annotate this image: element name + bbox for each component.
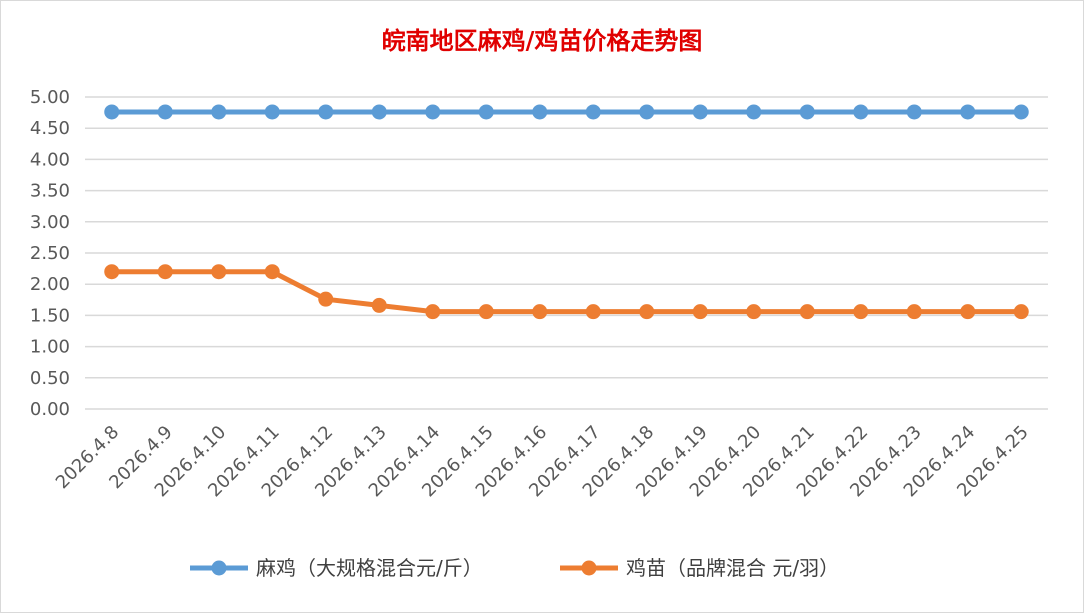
data-point xyxy=(425,304,441,320)
data-point xyxy=(1013,304,1029,320)
data-point xyxy=(211,264,227,280)
data-point xyxy=(104,264,120,280)
legend-marker xyxy=(211,560,227,576)
data-point xyxy=(960,304,976,320)
y-tick-label: 3.00 xyxy=(30,212,70,233)
legend-marker xyxy=(581,560,597,576)
legend-label: 麻鸡（大规格混合元/斤） xyxy=(256,556,483,580)
chart-title: 皖南地区麻鸡/鸡苗价格走势图 xyxy=(382,26,703,55)
data-point xyxy=(746,304,762,320)
data-point xyxy=(799,104,815,120)
y-tick-label: 0.00 xyxy=(30,399,70,420)
data-point xyxy=(157,264,173,280)
y-tick-label: 4.50 xyxy=(30,118,70,139)
data-point xyxy=(746,104,762,120)
data-point xyxy=(478,104,494,120)
data-point xyxy=(371,297,387,313)
y-tick-label: 1.50 xyxy=(30,305,70,326)
data-point xyxy=(960,104,976,120)
data-point xyxy=(532,304,548,320)
data-point xyxy=(853,104,869,120)
data-point xyxy=(157,104,173,120)
data-point xyxy=(211,104,227,120)
y-tick-label: 1.00 xyxy=(30,337,70,358)
data-point xyxy=(639,304,655,320)
y-tick-label: 0.50 xyxy=(30,368,70,389)
data-point xyxy=(371,104,387,120)
data-point xyxy=(264,264,280,280)
data-point xyxy=(799,304,815,320)
data-point xyxy=(906,104,922,120)
data-point xyxy=(478,304,494,320)
data-point xyxy=(692,304,708,320)
y-tick-label: 3.50 xyxy=(30,181,70,202)
data-point xyxy=(585,104,601,120)
data-point xyxy=(318,291,334,307)
data-point xyxy=(425,104,441,120)
data-point xyxy=(1013,104,1029,120)
data-point xyxy=(853,304,869,320)
series-line xyxy=(111,269,1022,315)
data-point xyxy=(532,104,548,120)
data-point xyxy=(692,104,708,120)
data-point xyxy=(906,304,922,320)
legend-label: 鸡苗（品牌混合 元/羽） xyxy=(626,556,839,580)
data-point xyxy=(318,104,334,120)
y-tick-label: 4.00 xyxy=(30,149,70,170)
y-tick-label: 2.50 xyxy=(30,243,70,264)
data-point xyxy=(104,104,120,120)
y-tick-label: 2.00 xyxy=(30,274,70,295)
data-point xyxy=(264,104,280,120)
data-point xyxy=(639,104,655,120)
y-tick-label: 5.00 xyxy=(30,87,70,108)
data-point xyxy=(585,304,601,320)
